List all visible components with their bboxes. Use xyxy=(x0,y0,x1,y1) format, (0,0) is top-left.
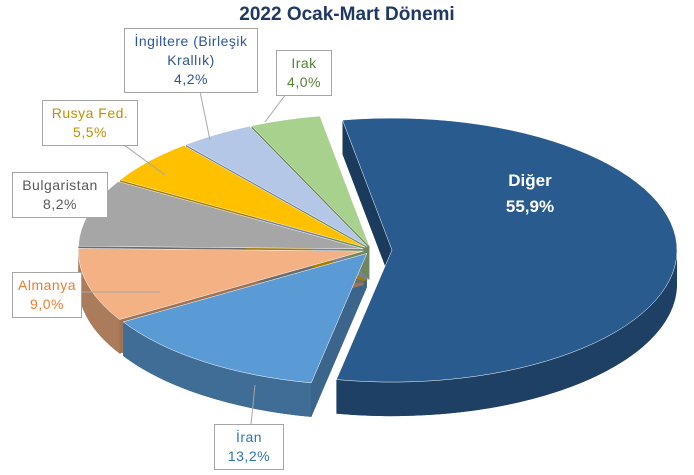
label-value: 4,0% xyxy=(287,74,321,90)
slice xyxy=(78,248,364,320)
label-name: İngiltere (Birleşik Krallık) xyxy=(134,33,248,68)
slice xyxy=(119,145,366,248)
slice xyxy=(336,117,678,383)
chart-title: 2022 Ocak-Mart Dönemi xyxy=(239,4,455,25)
slice xyxy=(251,115,370,247)
slice-side xyxy=(336,250,677,417)
data-label: Rusya Fed. 5,5% xyxy=(42,100,138,146)
data-label: Almanya 9,0% xyxy=(12,272,82,318)
label-name: Diğer xyxy=(508,171,552,190)
label-name: Bulgaristan xyxy=(22,177,98,193)
slice-face xyxy=(342,120,392,285)
label-name: Irak xyxy=(291,55,317,71)
data-label: Diğer 55,9% xyxy=(465,168,595,220)
slice xyxy=(185,125,368,247)
slice-side xyxy=(78,251,120,354)
data-label: İran 13,2% xyxy=(214,424,284,470)
label-value: 4,2% xyxy=(174,71,208,87)
label-name: Almanya xyxy=(18,277,76,293)
label-name: Rusya Fed. xyxy=(51,105,129,121)
label-value: 13,2% xyxy=(227,448,271,464)
label-value: 55,9% xyxy=(505,197,555,216)
label-value: 8,2% xyxy=(43,196,77,212)
slice-side xyxy=(123,321,312,417)
label-value: 5,5% xyxy=(73,124,107,140)
slice-face xyxy=(311,253,367,417)
label-value: 9,0% xyxy=(30,296,64,312)
data-label: İngiltere (Birleşik Krallık) 4,2% xyxy=(124,28,258,93)
slice xyxy=(122,253,368,384)
data-label: Bulgaristan 8,2% xyxy=(12,172,108,218)
data-label: Irak 4,0% xyxy=(276,50,332,96)
label-name: İran xyxy=(235,429,263,445)
